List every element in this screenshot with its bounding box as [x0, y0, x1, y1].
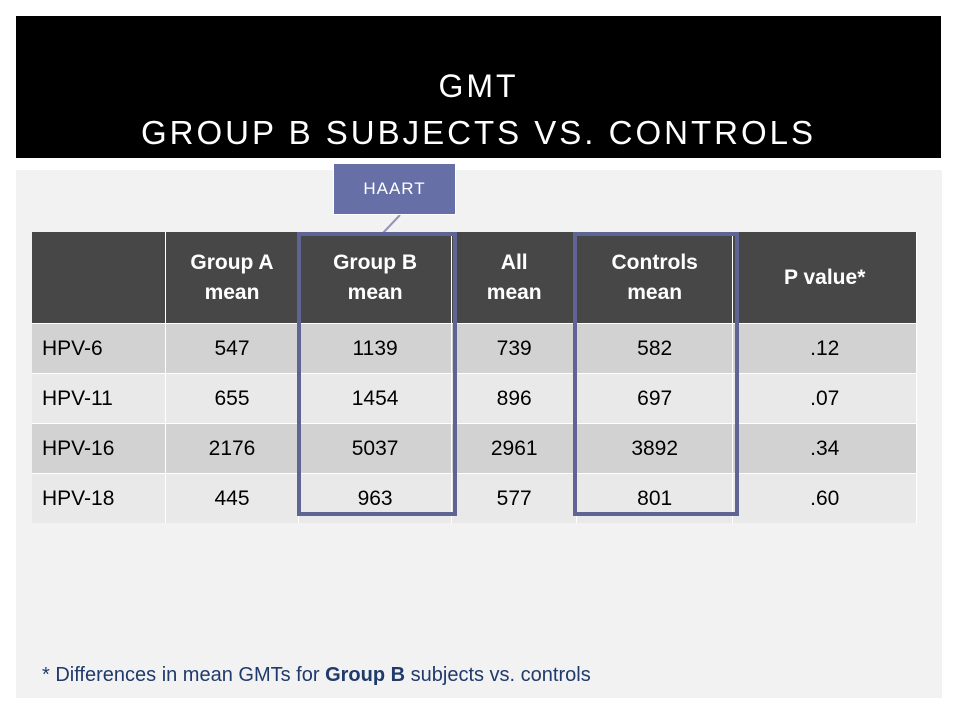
gmt-table: Group A mean Group B mean All mean Contr… — [32, 232, 917, 523]
table-cell: 1454 — [298, 373, 453, 423]
row-label: HPV-18 — [32, 473, 167, 523]
header-all: All mean — [486, 250, 542, 304]
table-row: HPV-6 547 1139 739 582 .12 — [32, 323, 917, 373]
row-label: HPV-6 — [32, 323, 167, 373]
table-cell: 896 — [452, 373, 577, 423]
table-cell: 2176 — [166, 423, 299, 473]
header-cell: Controls mean — [576, 232, 734, 323]
table-cell: 445 — [166, 473, 299, 523]
header-cell: All mean — [452, 232, 577, 323]
table-cell: 1139 — [298, 323, 453, 373]
table-header-row: Group A mean Group B mean All mean Contr… — [32, 232, 917, 323]
table-cell: 3892 — [576, 423, 734, 473]
table-cell: 547 — [166, 323, 299, 373]
header-group-b: Group B mean — [333, 250, 418, 304]
table-cell: .07 — [733, 373, 917, 423]
footnote: * Differences in mean GMTs for Group B s… — [42, 664, 591, 687]
footnote-prefix: * Differences in mean GMTs for — [42, 664, 326, 686]
table-cell: 5037 — [298, 423, 453, 473]
footnote-bold: Group B — [325, 664, 406, 686]
title-bar: GMT Group B Subjects vs. Controls — [16, 16, 941, 158]
header-cell: Group A mean — [166, 232, 299, 323]
table-row: HPV-16 2176 5037 2961 3892 .34 — [32, 423, 917, 473]
table-cell: 697 — [576, 373, 734, 423]
table-cell: .12 — [733, 323, 917, 373]
header-cell: P value* — [733, 232, 917, 323]
header-cell — [32, 232, 167, 323]
header-cell: Group B mean — [298, 232, 453, 323]
table-row: HPV-11 655 1454 896 697 .07 — [32, 373, 917, 423]
slide-subtitle: Group B Subjects vs. Controls — [140, 114, 816, 151]
table-cell: 801 — [576, 473, 734, 523]
haart-callout: HAART — [333, 163, 456, 215]
header-p-value: P value* — [784, 265, 866, 289]
row-label: HPV-11 — [32, 373, 167, 423]
footnote-suffix: subjects vs. controls — [405, 664, 591, 686]
table-cell: .34 — [733, 423, 917, 473]
header-controls: Controls mean — [611, 250, 698, 304]
table-cell: 2961 — [452, 423, 577, 473]
slide-title: GMT — [438, 68, 519, 104]
table-cell: 582 — [576, 323, 734, 373]
table-cell: .60 — [733, 473, 917, 523]
header-group-a: Group A mean — [190, 250, 274, 304]
table-cell: 963 — [298, 473, 453, 523]
table-cell: 577 — [452, 473, 577, 523]
table-cell: 655 — [166, 373, 299, 423]
table-cell: 739 — [452, 323, 577, 373]
row-label: HPV-16 — [32, 423, 167, 473]
table-row: HPV-18 445 963 577 801 .60 — [32, 473, 917, 523]
